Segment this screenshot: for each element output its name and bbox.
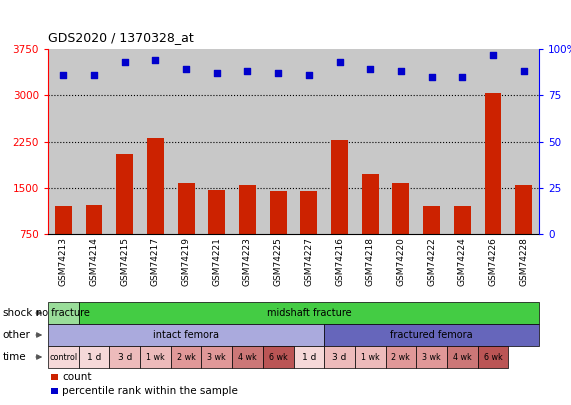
Text: 6 wk: 6 wk xyxy=(269,352,288,362)
Text: shock: shock xyxy=(2,308,33,318)
Text: 2 wk: 2 wk xyxy=(176,352,195,362)
Text: time: time xyxy=(2,352,26,362)
Text: 3 wk: 3 wk xyxy=(422,352,441,362)
Bar xyxy=(55,206,72,234)
Bar xyxy=(270,191,287,234)
Bar xyxy=(454,206,471,234)
Text: no fracture: no fracture xyxy=(37,308,90,318)
Point xyxy=(59,72,68,78)
Point xyxy=(182,66,191,72)
Point xyxy=(274,70,283,76)
Point xyxy=(488,51,497,58)
Text: 1 wk: 1 wk xyxy=(146,352,165,362)
Point xyxy=(365,66,375,72)
Point xyxy=(427,74,436,80)
Bar xyxy=(208,190,225,234)
Point xyxy=(396,68,405,75)
Point xyxy=(243,68,252,75)
Text: intact femora: intact femora xyxy=(153,330,219,340)
Bar xyxy=(300,192,317,234)
Bar xyxy=(485,94,501,234)
Bar xyxy=(392,183,409,234)
Text: fractured femora: fractured femora xyxy=(391,330,473,340)
Bar xyxy=(362,174,379,234)
Text: midshaft fracture: midshaft fracture xyxy=(267,308,351,318)
Bar xyxy=(116,154,133,234)
Text: control: control xyxy=(49,352,78,362)
Text: 1 d: 1 d xyxy=(301,352,316,362)
Point xyxy=(151,57,160,63)
Text: 1 d: 1 d xyxy=(87,352,101,362)
Text: 2 wk: 2 wk xyxy=(392,352,411,362)
Bar xyxy=(331,140,348,234)
Text: 3 d: 3 d xyxy=(332,352,347,362)
Text: percentile rank within the sample: percentile rank within the sample xyxy=(62,386,238,396)
Text: 3 wk: 3 wk xyxy=(207,352,226,362)
Text: 4 wk: 4 wk xyxy=(453,352,472,362)
Bar xyxy=(147,139,164,234)
Text: 1 wk: 1 wk xyxy=(361,352,380,362)
Point xyxy=(120,59,129,65)
Text: 4 wk: 4 wk xyxy=(238,352,257,362)
Text: 6 wk: 6 wk xyxy=(484,352,502,362)
Bar xyxy=(423,206,440,234)
Text: 3 d: 3 d xyxy=(118,352,132,362)
Text: GDS2020 / 1370328_at: GDS2020 / 1370328_at xyxy=(48,31,194,44)
Bar xyxy=(86,205,102,234)
Point xyxy=(335,59,344,65)
Bar xyxy=(239,185,256,234)
Text: count: count xyxy=(62,372,92,382)
Point xyxy=(212,70,222,76)
Bar xyxy=(178,183,195,234)
Point xyxy=(90,72,99,78)
Point xyxy=(304,72,313,78)
Bar xyxy=(515,185,532,234)
Point xyxy=(458,74,467,80)
Point xyxy=(519,68,528,75)
Text: other: other xyxy=(2,330,30,340)
